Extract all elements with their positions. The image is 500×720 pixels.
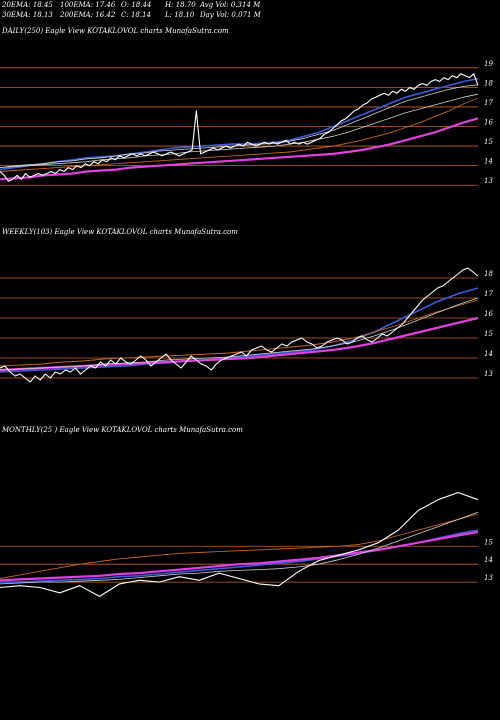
y-tick-label: 13 xyxy=(484,574,493,582)
y-tick-label: 14 xyxy=(484,556,493,564)
y-tick-label: 13 xyxy=(484,370,493,378)
y-tick-label: 15 xyxy=(484,330,493,338)
y-tick-label: 13 xyxy=(484,177,493,185)
y-tick-label: 19 xyxy=(484,60,493,68)
weekly-chart-title: WEEKLY(103) Eagle View KOTAKLOVOL charts… xyxy=(2,228,238,236)
ema_white-line xyxy=(0,511,479,585)
weekly-chart: 18 17 16 15 14 13 xyxy=(0,267,493,383)
y-tick-label: 14 xyxy=(484,350,493,358)
stat-ema100: 100EMA: 17.46 xyxy=(60,1,116,9)
ema_orange-line xyxy=(0,513,479,579)
daily-chart: 19 18 17 16 15 14 13 xyxy=(0,60,493,186)
ema_magenta-line xyxy=(0,316,479,372)
monthly-chart: 15 14 13 xyxy=(0,491,493,597)
stat-open: O: 18.44 xyxy=(121,1,152,9)
ema_orange-line xyxy=(0,299,479,367)
ema100-line xyxy=(0,97,479,172)
stat-avg-vol: Avg Vol: 0.314 M xyxy=(200,1,261,9)
y-tick-label: 16 xyxy=(484,119,493,127)
ema20-line xyxy=(0,77,479,171)
stat-ema200: 200EMA: 16.42 xyxy=(60,11,116,19)
stat-low: L: 18.10 xyxy=(165,11,195,19)
ema_blue-line xyxy=(0,287,479,373)
ema30-line xyxy=(0,84,479,168)
stat-ema20: 20EMA: 18.45 xyxy=(2,1,53,9)
ema_magenta-line xyxy=(0,530,479,582)
price-line xyxy=(0,73,479,182)
stat-high: H: 18.70 xyxy=(165,1,196,9)
price-line xyxy=(0,491,479,597)
ema200-line xyxy=(0,117,479,181)
y-tick-label: 15 xyxy=(484,538,493,546)
y-tick-label: 16 xyxy=(484,310,493,318)
price-line xyxy=(0,267,479,383)
stat-close: C: 18.14 xyxy=(121,11,151,19)
stat-day-vol: Day Vol: 0.071 M xyxy=(200,11,261,19)
stat-ema30: 30EMA: 18.13 xyxy=(2,11,53,19)
y-tick-label: 14 xyxy=(484,158,493,166)
ema50-line xyxy=(0,93,479,168)
y-tick-label: 17 xyxy=(484,99,493,107)
y-tick-label: 18 xyxy=(484,79,493,87)
y-tick-label: 18 xyxy=(484,270,493,278)
daily-chart-title: DAILY(250) Eagle View KOTAKLOVOL charts … xyxy=(2,27,229,35)
monthly-chart-title: MONTHLY(25 ) Eagle View KOTAKLOVOL chart… xyxy=(2,426,243,434)
y-tick-label: 17 xyxy=(484,290,493,298)
y-tick-label: 15 xyxy=(484,138,493,146)
